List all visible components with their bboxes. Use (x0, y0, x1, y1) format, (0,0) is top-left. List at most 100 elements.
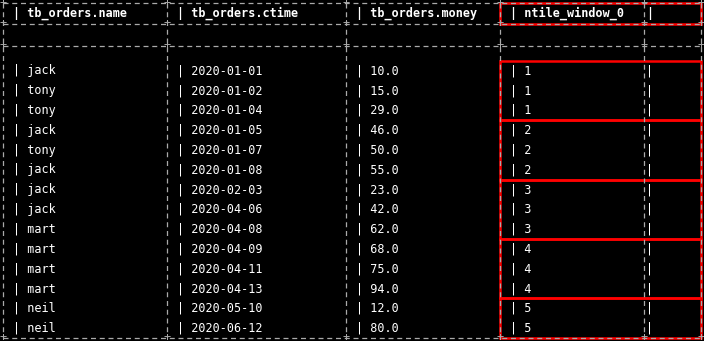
Text: +: + (0, 0, 6, 10)
Bar (500, 3, 701, 24)
Text: +: + (641, 0, 648, 10)
Text: | jack: | jack (13, 183, 56, 196)
Text: | mart: | mart (13, 223, 56, 236)
Text: | 42.0: | 42.0 (356, 203, 398, 216)
Text: | 2: | 2 (510, 144, 532, 157)
Text: +: + (342, 0, 350, 10)
Text: | jack: | jack (13, 124, 56, 137)
Text: |: | (646, 223, 653, 236)
Text: |: | (646, 104, 653, 117)
Text: | tony: | tony (13, 84, 56, 97)
Text: +: + (496, 0, 503, 10)
Text: | jack: | jack (13, 163, 56, 176)
Text: |: | (646, 302, 653, 315)
Text: | 2020-01-01: | 2020-01-01 (177, 64, 263, 77)
Text: | 2020-01-05: | 2020-01-05 (177, 124, 263, 137)
Text: +: + (163, 17, 170, 30)
Text: |: | (646, 282, 653, 295)
Bar (500, 298, 701, 338)
Text: | 23.0: | 23.0 (356, 183, 398, 196)
Text: | 4: | 4 (510, 262, 532, 275)
Text: +: + (0, 17, 6, 30)
Text: | 2020-04-13: | 2020-04-13 (177, 282, 263, 295)
Text: |: | (646, 322, 653, 335)
Text: +: + (342, 17, 350, 30)
Text: | 1: | 1 (510, 84, 532, 97)
Text: | 80.0: | 80.0 (356, 322, 398, 335)
Text: | 4: | 4 (510, 242, 532, 255)
Text: | ntile_window_0: | ntile_window_0 (510, 7, 624, 20)
Text: | 2020-04-08: | 2020-04-08 (177, 223, 263, 236)
Text: | 55.0: | 55.0 (356, 163, 398, 176)
Bar (500, 239, 701, 298)
Text: |: | (646, 203, 653, 216)
Text: |: | (646, 242, 653, 255)
Text: | jack: | jack (13, 203, 56, 216)
Text: | 2020-04-11: | 2020-04-11 (177, 262, 263, 275)
Text: +: + (163, 40, 170, 53)
Text: | 2020-01-08: | 2020-01-08 (177, 163, 263, 176)
Text: | 94.0: | 94.0 (356, 282, 398, 295)
Text: | 29.0: | 29.0 (356, 104, 398, 117)
Text: | 2020-01-04: | 2020-01-04 (177, 104, 263, 117)
Text: +: + (496, 40, 503, 53)
Text: | 12.0: | 12.0 (356, 302, 398, 315)
Text: | 4: | 4 (510, 282, 532, 295)
Text: | tony: | tony (13, 144, 56, 157)
Text: +: + (641, 40, 648, 53)
Text: | mart: | mart (13, 282, 56, 295)
Text: +: + (0, 331, 6, 341)
Text: +: + (641, 331, 648, 341)
Text: +: + (163, 331, 170, 341)
Text: |: | (646, 183, 653, 196)
Text: +: + (496, 331, 503, 341)
Text: | 2020-06-12: | 2020-06-12 (177, 322, 263, 335)
Text: | 3: | 3 (510, 203, 532, 216)
Text: +: + (342, 331, 350, 341)
Text: +: + (496, 17, 503, 30)
Text: | jack: | jack (13, 64, 56, 77)
Text: | 3: | 3 (510, 223, 532, 236)
Text: | 2020-02-03: | 2020-02-03 (177, 183, 263, 196)
Text: |: | (646, 144, 653, 157)
Text: | 46.0: | 46.0 (356, 124, 398, 137)
Text: | 2: | 2 (510, 163, 532, 176)
Text: +: + (698, 17, 704, 30)
Text: | 3: | 3 (510, 183, 532, 196)
Text: +: + (342, 40, 350, 53)
Text: |: | (646, 64, 653, 77)
Text: | 50.0: | 50.0 (356, 144, 398, 157)
Text: | tb_orders.money: | tb_orders.money (356, 7, 477, 20)
Text: +: + (163, 0, 170, 10)
Text: +: + (0, 40, 6, 53)
Bar (500, 120, 701, 180)
Text: |: | (646, 163, 653, 176)
Text: | mart: | mart (13, 242, 56, 255)
Text: +: + (641, 17, 648, 30)
Text: +: + (698, 0, 704, 10)
Text: +: + (698, 331, 704, 341)
Text: | tony: | tony (13, 104, 56, 117)
Text: | 5: | 5 (510, 322, 532, 335)
Text: | 5: | 5 (510, 302, 532, 315)
Text: | 2020-04-09: | 2020-04-09 (177, 242, 263, 255)
Text: | 75.0: | 75.0 (356, 262, 398, 275)
Text: +: + (698, 40, 704, 53)
Bar (500, 180, 701, 239)
Text: | 10.0: | 10.0 (356, 64, 398, 77)
Text: | 2020-01-02: | 2020-01-02 (177, 84, 263, 97)
Text: | tb_orders.name: | tb_orders.name (13, 7, 127, 20)
Text: | 2020-04-06: | 2020-04-06 (177, 203, 263, 216)
Text: | tb_orders.ctime: | tb_orders.ctime (177, 7, 298, 20)
Text: | 62.0: | 62.0 (356, 223, 398, 236)
Text: | 2020-01-07: | 2020-01-07 (177, 144, 263, 157)
Text: |: | (646, 124, 653, 137)
Text: | 2: | 2 (510, 124, 532, 137)
Text: | neil: | neil (13, 322, 56, 335)
Text: | 1: | 1 (510, 104, 532, 117)
Text: | 68.0: | 68.0 (356, 242, 398, 255)
Text: | 15.0: | 15.0 (356, 84, 398, 97)
Text: |: | (646, 262, 653, 275)
Text: | mart: | mart (13, 262, 56, 275)
Bar (500, 61, 701, 120)
